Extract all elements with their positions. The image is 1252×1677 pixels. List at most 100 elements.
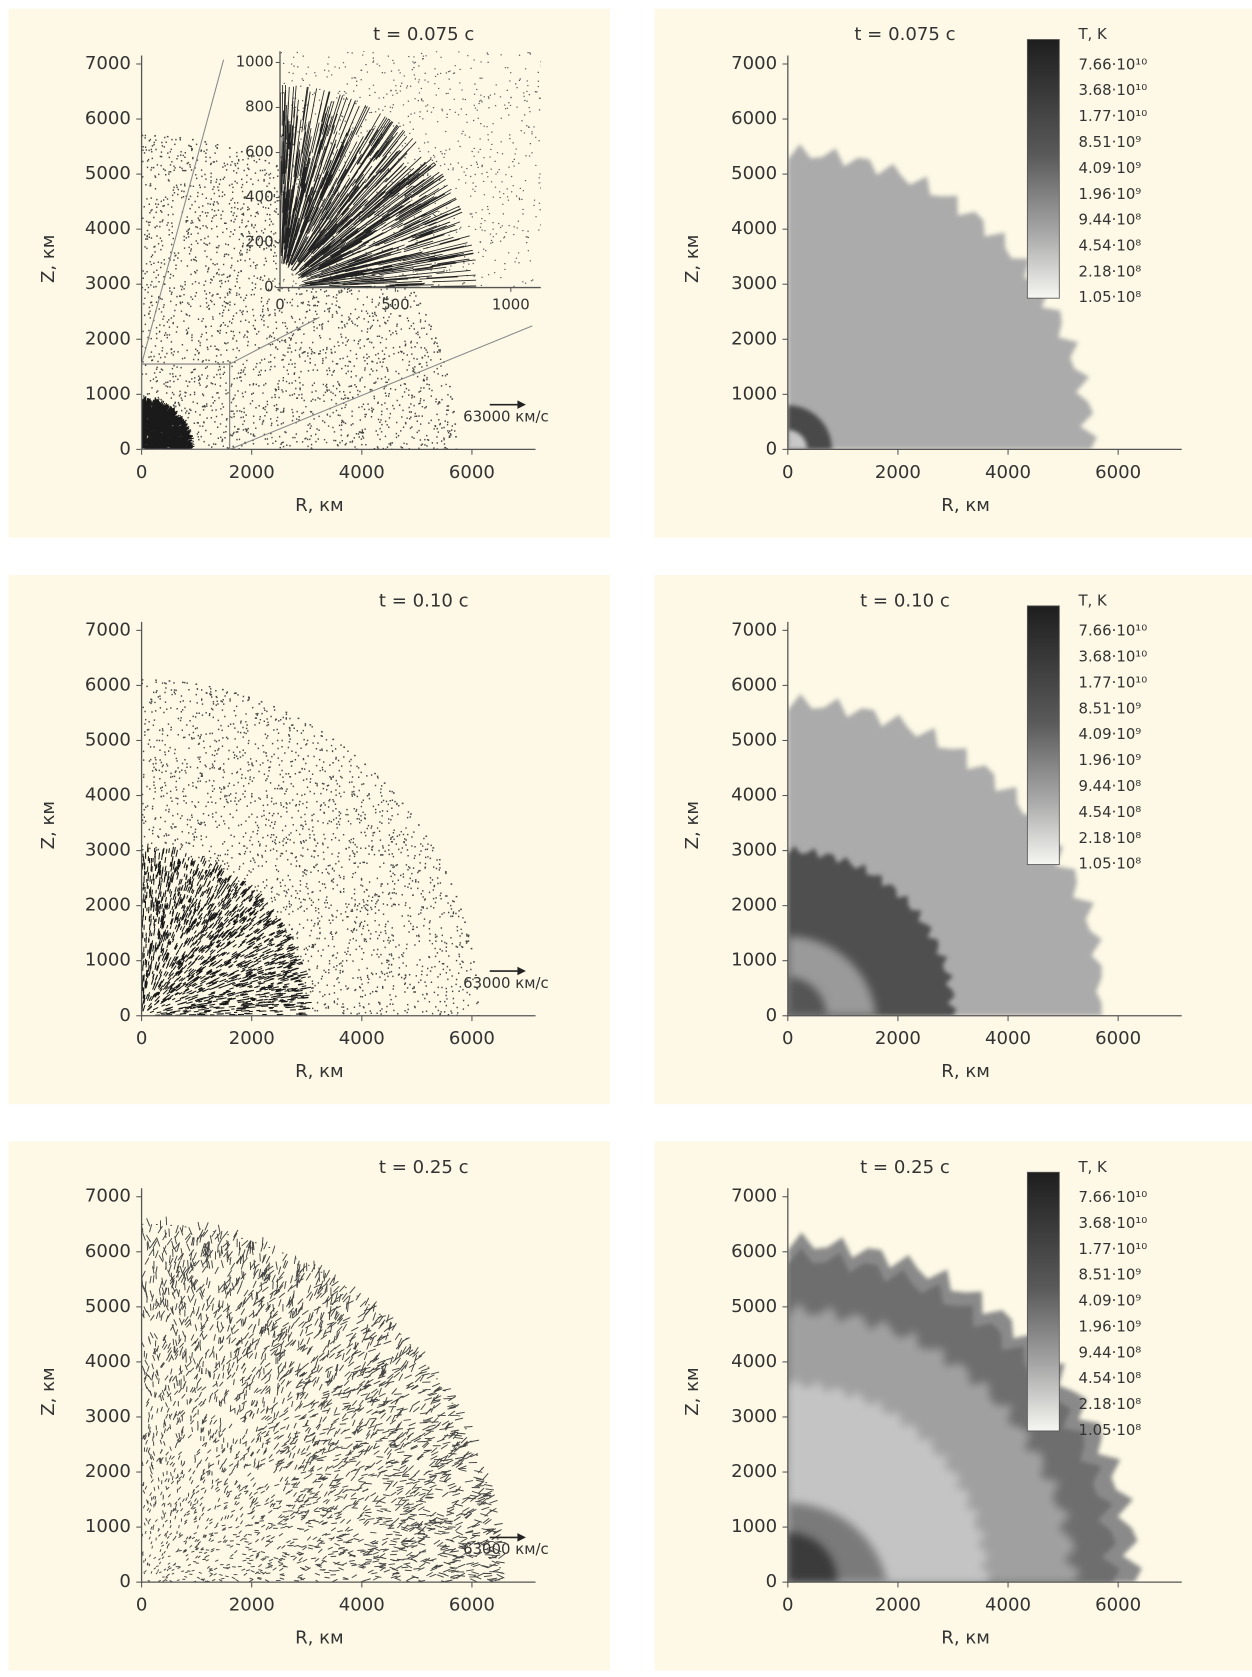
y-tick-label: 7000: [85, 619, 131, 640]
y-tick-label: 7000: [731, 1186, 777, 1207]
y-tick-label: 7000: [731, 53, 777, 74]
y-tick-label: 4000: [85, 785, 131, 806]
colorbar-title: T, K: [1077, 1158, 1108, 1176]
temperature-region: [787, 1531, 839, 1583]
colorbar-title: T, K: [1077, 25, 1108, 43]
y-axis-label: Z, км: [682, 235, 703, 283]
x-axis-label: R, км: [941, 1061, 990, 1082]
y-tick-label: 3000: [731, 1406, 777, 1427]
x-axis-label: R, км: [295, 1061, 344, 1082]
x-tick-label: 4000: [985, 462, 1031, 483]
y-tick-label: 2000: [85, 895, 131, 916]
inset-y-tick-label: 1000: [236, 52, 274, 70]
y-tick-label: 1000: [731, 383, 777, 404]
y-tick-label: 3000: [85, 840, 131, 861]
colorbar-label: 1.96·10⁹: [1078, 185, 1141, 203]
y-tick-label: 4000: [731, 785, 777, 806]
inset-field: [279, 51, 541, 288]
temperature-region: [787, 976, 828, 1016]
zoom-box: [141, 363, 231, 450]
colorbar: [1026, 39, 1060, 299]
colorbar-title: T, K: [1077, 592, 1108, 610]
y-tick-label: 5000: [85, 163, 131, 184]
y-tick-label: 4000: [85, 218, 131, 239]
y-tick-label: 3000: [731, 840, 777, 861]
colorbar-label: 4.54·10⁸: [1078, 1369, 1141, 1387]
colorbar-label: 1.77·10¹⁰: [1078, 1240, 1147, 1258]
y-tick-label: 6000: [731, 108, 777, 129]
x-tick-label: 4000: [339, 1595, 385, 1616]
inset-y-tick-label: 600: [245, 143, 273, 161]
y-tick-label: 3000: [731, 273, 777, 294]
colorbar-label: 8.51·10⁹: [1078, 699, 1141, 717]
panel: 63000 км/с 0 2000 4000 6000 0 1000 2000 3000 4000…: [8, 575, 611, 1105]
y-tick-label: 6000: [731, 674, 777, 695]
x-tick-label: 0: [136, 462, 148, 483]
colorbar-label: 7.66·10¹⁰: [1078, 1188, 1147, 1206]
x-tick-label: 2000: [229, 462, 275, 483]
y-tick-label: 7000: [85, 1186, 131, 1207]
colorbar: [1026, 1171, 1060, 1432]
y-tick-label: 3000: [85, 273, 131, 294]
y-tick-label: 4000: [85, 1351, 131, 1372]
y-tick-label: 5000: [731, 729, 777, 750]
colorbar-label: 3.68·10¹⁰: [1078, 648, 1147, 666]
colorbar-label: 4.09·10⁹: [1078, 1292, 1141, 1310]
y-tick-label: 1000: [731, 1516, 777, 1537]
colorbar-label: 7.66·10¹⁰: [1078, 622, 1147, 640]
zoom-line: [229, 316, 320, 365]
colorbar-label: 8.51·10⁹: [1078, 1266, 1141, 1284]
x-tick-label: 2000: [875, 1028, 921, 1049]
velocity-texture: [141, 134, 458, 450]
inset-y-tick-label: 0: [264, 278, 273, 296]
y-tick-label: 0: [766, 1005, 778, 1026]
y-tick-label: 5000: [85, 1296, 131, 1317]
dense-core: [141, 396, 195, 450]
panel-title: t = 0.10 с: [379, 591, 469, 612]
y-tick-label: 7000: [731, 619, 777, 640]
panel-title: t = 0.25 с: [860, 1157, 950, 1178]
y-tick-label: 5000: [731, 1296, 777, 1317]
y-tick-label: 0: [766, 1571, 778, 1592]
y-axis-label: Z, км: [38, 235, 59, 283]
colorbar-label: 4.54·10⁸: [1078, 803, 1141, 821]
colorbar-label: 9.44·10⁸: [1078, 211, 1141, 229]
x-tick-label: 0: [782, 1595, 794, 1616]
panel: 63000 км/с 0 2000 4000 6000 0 1000 2000 3000 4000…: [8, 1141, 611, 1671]
y-tick-label: 5000: [85, 729, 131, 750]
y-axis-label: Z, км: [38, 1367, 59, 1415]
x-tick-label: 4000: [985, 1028, 1031, 1049]
colorbar-label: 2.18·10⁸: [1078, 829, 1141, 847]
x-tick-label: 2000: [875, 462, 921, 483]
y-tick-label: 0: [766, 438, 778, 459]
velocity-texture: [141, 679, 480, 1016]
zoom-line: [141, 59, 225, 365]
plot-field: [141, 1216, 506, 1583]
x-tick-label: 4000: [985, 1595, 1031, 1616]
colorbar-label: 9.44·10⁸: [1078, 777, 1141, 795]
panel: T, K 7.66·10¹⁰ 3.68·10¹⁰ 1.77·10¹⁰ 8.51·10⁹ 4…: [654, 8, 1252, 538]
y-tick-label: 1000: [731, 950, 777, 971]
y-tick-label: 3000: [85, 1406, 131, 1427]
colorbar-label: 7.66·10¹⁰: [1078, 55, 1147, 73]
inset-x-tick-label: 0: [275, 296, 284, 314]
inset-streaks: [279, 84, 477, 288]
y-tick-label: 5000: [731, 163, 777, 184]
colorbar-label: 2.18·10⁸: [1078, 1395, 1141, 1413]
y-tick-label: 2000: [85, 1461, 131, 1482]
colorbar-label: 3.68·10¹⁰: [1078, 81, 1147, 99]
x-tick-label: 6000: [1095, 1028, 1141, 1049]
annotation: 63000 км/с: [463, 407, 549, 425]
plot-field: [141, 679, 480, 1016]
panel-title: t = 0.075 с: [373, 24, 474, 45]
y-tick-label: 6000: [85, 674, 131, 695]
inset-y-tick-label: 400: [245, 188, 273, 206]
plot-field: [787, 693, 1102, 1016]
colorbar-label: 1.96·10⁹: [1078, 1318, 1141, 1336]
y-tick-label: 1000: [85, 1516, 131, 1537]
colorbar-label: 1.77·10¹⁰: [1078, 673, 1147, 691]
y-axis-label: Z, км: [682, 1367, 703, 1415]
plot-field: [787, 1232, 1142, 1583]
inset-y-tick-label: 200: [245, 233, 273, 251]
y-tick-label: 2000: [85, 328, 131, 349]
